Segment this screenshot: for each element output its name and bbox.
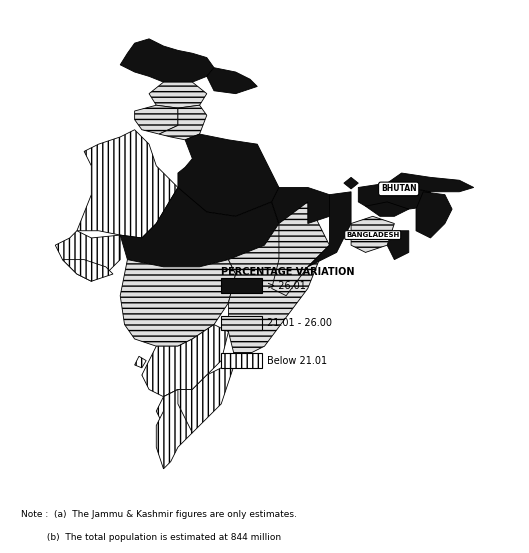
Text: (b)  The total population is estimated at 844 million: (b) The total population is estimated at… [21, 533, 281, 542]
Polygon shape [156, 361, 235, 433]
Polygon shape [142, 325, 229, 397]
Text: 21.01 - 26.00: 21.01 - 26.00 [267, 318, 332, 328]
Polygon shape [221, 316, 262, 330]
Polygon shape [120, 39, 214, 86]
Text: PERCENTAGE VARIATION: PERCENTAGE VARIATION [221, 267, 355, 277]
Polygon shape [221, 353, 262, 368]
Polygon shape [62, 259, 113, 281]
Text: BANGLADESH: BANGLADESH [346, 232, 399, 238]
Polygon shape [185, 167, 191, 173]
Polygon shape [178, 134, 279, 216]
Polygon shape [135, 356, 146, 368]
Text: Note :  (a)  The Jammu & Kashmir figures are only estimates.: Note : (a) The Jammu & Kashmir figures a… [21, 510, 297, 519]
Polygon shape [135, 105, 178, 134]
Polygon shape [77, 130, 178, 238]
Polygon shape [272, 202, 330, 296]
Polygon shape [358, 183, 431, 209]
Text: BHUTAN: BHUTAN [381, 184, 416, 194]
Polygon shape [416, 192, 452, 238]
Polygon shape [207, 67, 257, 93]
Polygon shape [221, 278, 262, 293]
Polygon shape [149, 82, 207, 108]
Polygon shape [344, 178, 358, 189]
Polygon shape [159, 105, 207, 140]
Text: Below 21.01: Below 21.01 [267, 356, 327, 366]
Polygon shape [272, 187, 330, 223]
Polygon shape [366, 202, 409, 216]
Polygon shape [308, 192, 351, 267]
Text: > 26.01: > 26.01 [267, 280, 306, 290]
Polygon shape [55, 231, 120, 281]
Polygon shape [351, 216, 394, 252]
Polygon shape [156, 389, 193, 469]
Polygon shape [120, 187, 279, 267]
Polygon shape [387, 231, 409, 259]
Polygon shape [387, 173, 474, 192]
Text: India Decennial Population Growth Rate, 1981-91: India Decennial Population Growth Rate, … [101, 12, 428, 24]
Polygon shape [120, 259, 235, 346]
Polygon shape [229, 216, 322, 361]
